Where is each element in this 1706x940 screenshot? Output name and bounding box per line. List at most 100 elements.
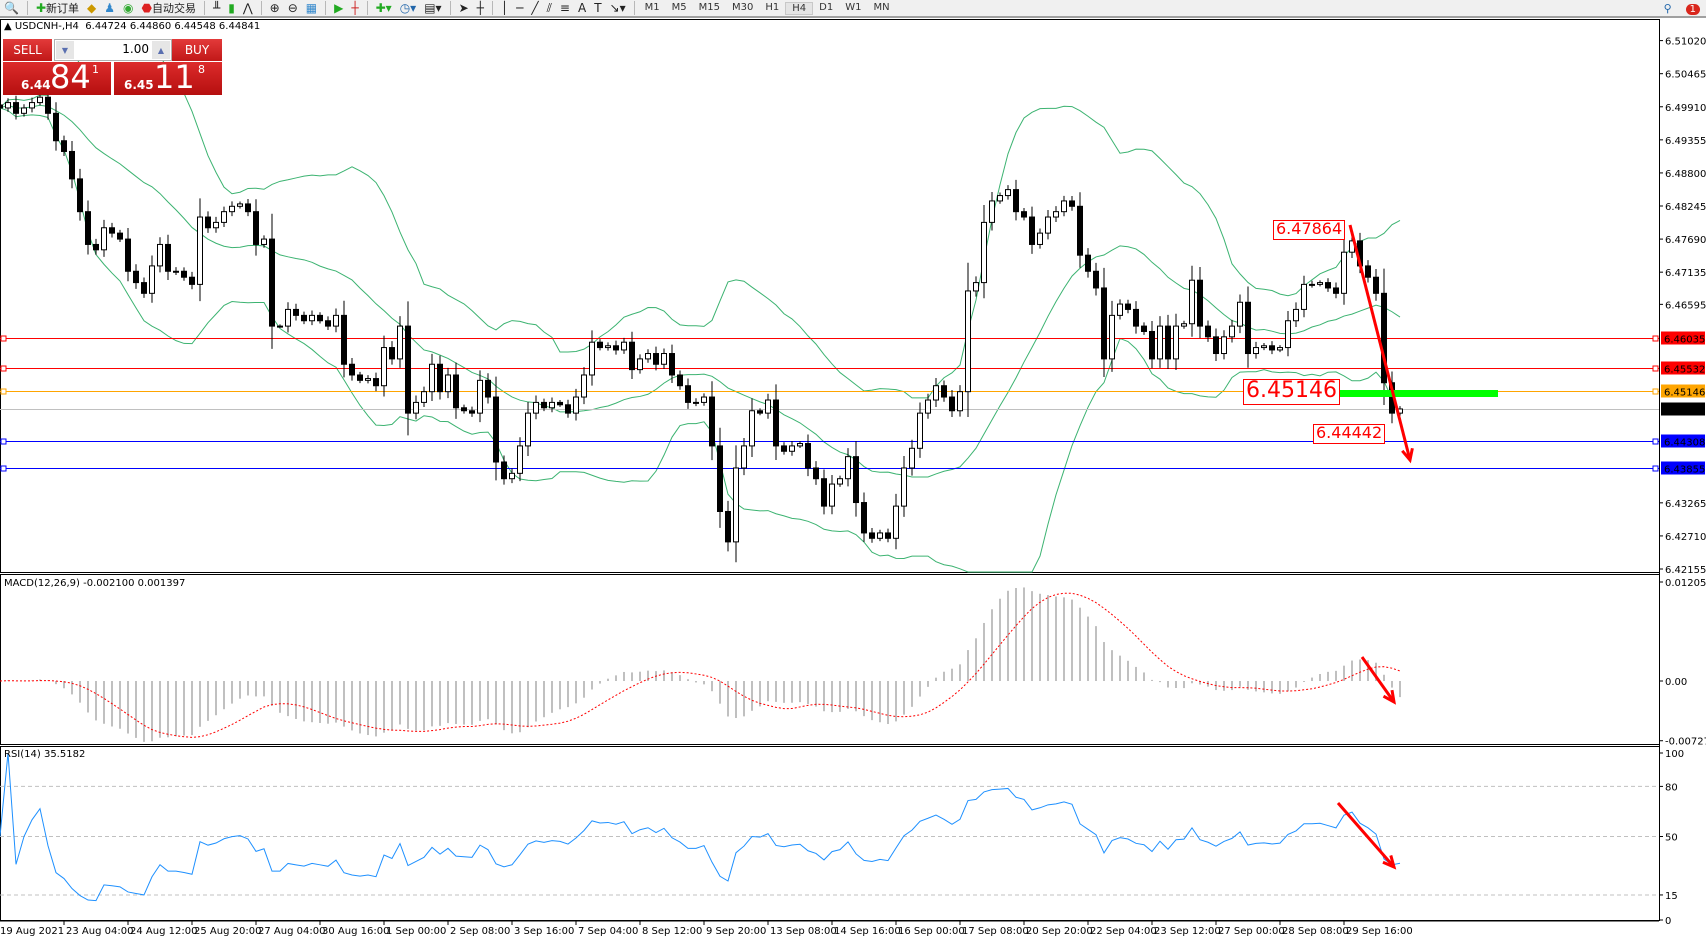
text-icon[interactable]: A [577,1,587,15]
candle-bear [485,379,491,398]
metaeditor-icon[interactable]: ◆ [87,1,97,15]
candle-bear [821,478,827,507]
candle-bull [765,399,771,414]
level-handle[interactable] [1652,365,1659,372]
tile-windows-icon[interactable]: ▦ [305,1,318,15]
level-handle[interactable] [1652,335,1659,342]
buy-button[interactable]: BUY [172,39,222,61]
fibonacci-icon[interactable]: ≡ [559,1,570,15]
candle-bull [661,353,667,365]
search-icon[interactable]: 🔍 [4,1,19,15]
level-handle[interactable] [0,465,7,472]
price-down-arrow[interactable] [1348,224,1412,461]
notifications-icon[interactable]: 1 [1685,2,1700,15]
price-tick-label: 6.50465 [1665,70,1706,81]
time-tick-label: 2 Sep 08:00 [450,926,510,937]
autotrading-button[interactable]: ⬣ 自动交易 [138,0,200,16]
arrows-icon[interactable]: ↘▾ [609,1,626,15]
level-handle[interactable] [1652,388,1659,395]
indicators-icon[interactable]: ✚▾ [375,1,392,15]
rsi-down-arrow[interactable] [1336,802,1396,868]
sell-button[interactable]: SELL [3,39,52,61]
candle-bull [1253,347,1259,355]
level-handle[interactable] [0,438,7,445]
candlestick-icon[interactable]: ▮ [228,1,235,15]
level-handle[interactable] [0,365,7,372]
candle-bear [1029,216,1035,245]
vertical-line-icon[interactable]: │ [500,1,509,15]
cursor-icon[interactable]: ➤ [458,1,469,15]
timeframe-d1[interactable]: D1 [819,1,834,13]
level-handle[interactable] [1652,438,1659,445]
templates-icon[interactable]: ▤▾ [424,1,442,15]
rsi-tick-label: 50 [1665,833,1678,844]
chart-shift-icon[interactable]: ┼ [351,1,359,15]
timeframe-m1[interactable]: M1 [644,1,660,13]
candle-bear [1149,330,1155,360]
candle-bear [1101,287,1107,360]
rsi-tick-label: 80 [1665,782,1678,793]
candle-bull [1293,308,1299,322]
line-chart-icon[interactable]: ⋀ [242,1,253,15]
lot-size-field[interactable]: ▼ 1.00 ▲ [54,39,172,61]
increase-lots-button[interactable]: ▲ [152,41,170,59]
macd-signal-line [0,592,1401,738]
high-price-label[interactable]: 6.47864 [1273,220,1346,240]
candle-bull [1285,320,1291,349]
candle-bull [925,399,931,414]
rsi-pane-frame [0,746,1660,921]
timeframe-m30[interactable]: M30 [731,1,754,13]
timeframe-w1[interactable]: W1 [845,1,862,13]
crosshair-icon[interactable]: ┼ [476,1,484,15]
level-handle[interactable] [0,388,7,395]
timeframe-mn[interactable]: MN [873,1,890,13]
macd-down-arrow[interactable] [1360,656,1396,703]
signals-icon[interactable]: ◉ [123,1,134,15]
candle-bull [1229,325,1235,338]
horizontal-line-icon[interactable]: ─ [516,1,524,15]
timeframe-m5[interactable]: M5 [671,1,687,13]
candle-bear [805,443,811,469]
support-zone-bar[interactable] [1338,390,1498,397]
collapse-arrow-icon[interactable]: ▲ [4,21,12,32]
timeframe-m15[interactable]: M15 [698,1,720,13]
candle-bull [237,203,243,207]
low-price: 6.44548 [174,21,216,32]
new-order-button[interactable]: ✚ 新订单 [32,0,83,16]
timeframe-h1[interactable]: H1 [765,1,780,13]
low-price-label[interactable]: 6.44442 [1313,424,1386,444]
decrease-lots-button[interactable]: ▼ [56,41,74,59]
candle-bear [557,401,563,406]
candle-bull [101,227,107,251]
candle-bear [853,456,859,504]
zoom-out-icon[interactable]: ⊖ [287,1,298,15]
trendline-icon[interactable]: ╱ [531,1,539,15]
bar-chart-icon[interactable]: ╨ [212,1,221,15]
notification-badge: 1 [1685,3,1700,15]
autoscroll-icon[interactable]: ▶ [334,1,344,15]
support-price-label[interactable]: 6.45146 [1243,379,1340,405]
time-tick-label: 27 Sep 00:00 [1218,926,1285,937]
candle-bull [1261,345,1267,349]
equidistant-channel-icon[interactable]: ⫽ [546,1,552,15]
text-label-icon[interactable]: T [594,1,602,15]
candle-bull [1341,251,1347,294]
level-handle[interactable] [0,335,7,342]
search-icon[interactable]: ⚲ [1663,1,1672,15]
buy-price-box[interactable]: 6.45 11 8 [114,58,222,96]
candle-bull [285,308,291,327]
candle-bear [109,227,115,234]
candle-bear [669,353,675,376]
autotrading-label: 自动交易 [151,2,196,15]
time-tick-label: 22 Sep 04:00 [1090,926,1157,937]
periods-icon[interactable]: ◷▾ [399,1,417,15]
zoom-in-icon[interactable]: ⊕ [269,1,280,15]
experts-icon[interactable]: ♟ [104,1,116,15]
candle-bull [997,195,1003,202]
timeframe-h4[interactable]: H4 [785,1,814,15]
level-handle[interactable] [1652,465,1659,472]
sell-price-box[interactable]: 6.44 84 1 [3,58,111,96]
sell-price-big: 84 [50,58,91,96]
candle-bear [325,320,331,327]
